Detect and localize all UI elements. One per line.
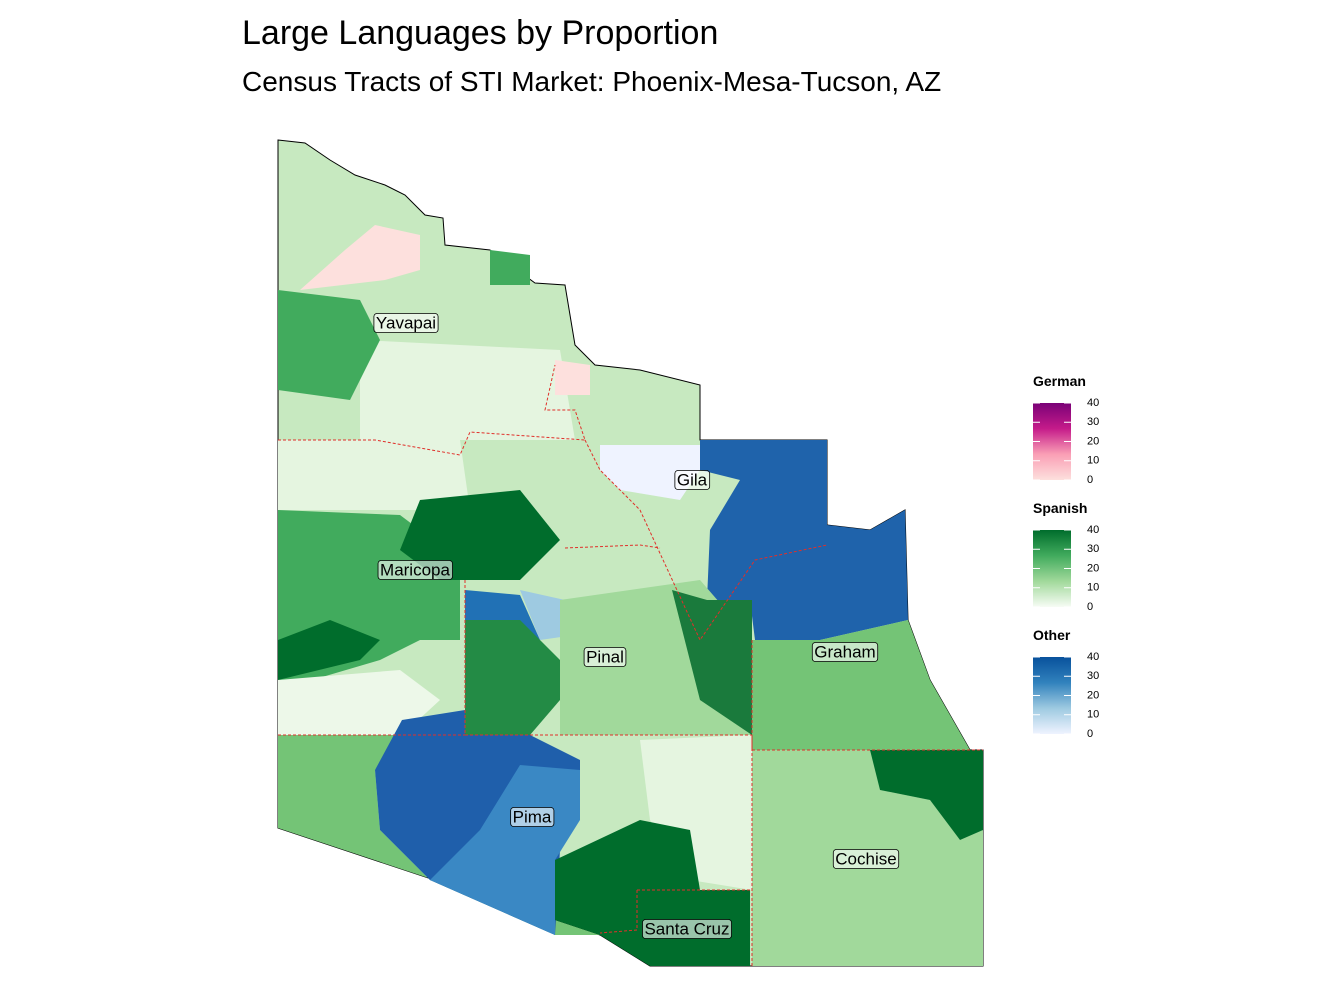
legend-tick-label: 0	[1087, 601, 1093, 613]
legend-tick-label: 10	[1087, 709, 1099, 721]
county-boundary	[564, 544, 661, 549]
legend-title: German	[1033, 373, 1086, 389]
map	[277, 139, 984, 967]
county-labels: Yavapai Gila Maricopa Pinal Graham Pima …	[373, 313, 900, 939]
county-label: Maricopa	[380, 560, 450, 579]
region	[555, 360, 590, 395]
legend-tick-label: 10	[1087, 582, 1099, 594]
legend-tick-label: 20	[1087, 689, 1099, 701]
legend-tick-label: 0	[1087, 728, 1093, 740]
legend-tick-label: 40	[1087, 397, 1099, 409]
legend-tick-label: 20	[1087, 562, 1099, 574]
region	[752, 620, 970, 750]
label-box	[674, 470, 711, 490]
county-label: Gila	[677, 470, 708, 489]
region	[360, 340, 575, 440]
region	[870, 750, 983, 840]
legend-tick-label: 40	[1087, 651, 1099, 663]
legend-title: Spanish	[1033, 500, 1087, 516]
region	[278, 620, 380, 680]
label-box	[811, 642, 879, 662]
county-boundary	[584, 439, 828, 642]
legend-title: Other	[1033, 627, 1071, 643]
region	[465, 620, 560, 735]
county-label: Santa Cruz	[644, 919, 729, 938]
region	[672, 590, 752, 735]
legends: German010203040Spanish010203040Other0102…	[1033, 373, 1099, 740]
county-boundary	[278, 364, 586, 456]
legend-tick-label: 30	[1087, 543, 1099, 555]
region	[400, 490, 560, 580]
region	[700, 385, 908, 640]
legend-tick-label: 20	[1087, 435, 1099, 447]
county-label: Yavapai	[376, 313, 436, 332]
county-label: Cochise	[835, 849, 896, 868]
region	[300, 225, 420, 290]
region	[278, 440, 470, 510]
legend-tick-label: 0	[1087, 474, 1093, 486]
label-box	[377, 560, 453, 580]
legend-tick-label: 30	[1087, 416, 1099, 428]
label-box	[583, 647, 627, 667]
label-box	[642, 919, 732, 939]
legend-tick-label: 30	[1087, 670, 1099, 682]
county-label: Graham	[814, 642, 875, 661]
region	[278, 290, 380, 400]
label-box	[373, 313, 439, 333]
title: Large Languages by Proportion	[242, 14, 718, 52]
county-boundary	[599, 890, 638, 934]
county-label: Pinal	[586, 647, 624, 666]
region	[278, 670, 440, 735]
county-boundary	[464, 580, 753, 966]
region	[278, 735, 600, 935]
legend-tick-label: 10	[1087, 455, 1099, 467]
region	[490, 250, 530, 285]
subtitle: Census Tracts of STI Market: Phoenix-Mes…	[242, 66, 941, 97]
label-box	[832, 849, 900, 869]
label-box	[510, 807, 555, 827]
county-label: Pima	[513, 807, 552, 826]
region	[640, 735, 752, 890]
legend-tick-label: 40	[1087, 524, 1099, 536]
